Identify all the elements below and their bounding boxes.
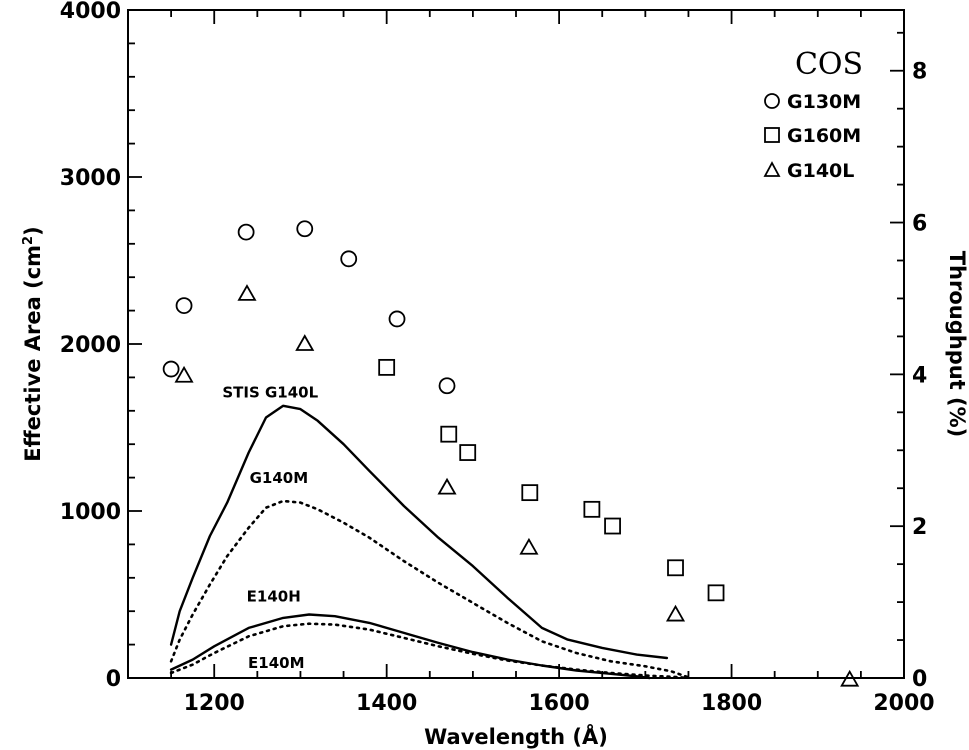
- legend-title: COS: [795, 47, 863, 82]
- y-axis-title-end: ): [21, 226, 45, 236]
- legend-square-icon: [764, 127, 780, 143]
- curve-annotations: STIS G140L G140M E140H E140M: [222, 384, 318, 673]
- y-axis-title-sup: 2: [21, 236, 36, 245]
- y2-tick-label: 6: [912, 212, 927, 237]
- y2-tick-label: 4: [912, 363, 927, 388]
- y-axis-title: Effective Area (cm2): [21, 226, 45, 461]
- y-tick-label: 4000: [60, 0, 121, 24]
- y-tick-label: 2000: [60, 333, 121, 358]
- legend-entry-g140l: G140L: [763, 160, 854, 182]
- point-g140l: [519, 537, 539, 555]
- point-g130m: [162, 360, 180, 378]
- y2-tick-label: 2: [912, 515, 927, 540]
- y-axis-title-main: Effective Area (cm: [21, 245, 45, 462]
- point-g160m: [707, 584, 725, 602]
- curve-stis-g140l: [169, 404, 669, 660]
- y-tick-label: 0: [106, 667, 121, 692]
- point-g140l: [437, 477, 457, 495]
- point-g140l: [665, 604, 686, 622]
- x-tick-label: 1800: [701, 691, 762, 716]
- legend-label-g160m: G160M: [787, 125, 861, 147]
- point-g130m: [340, 250, 358, 268]
- legend-label-g140l: G140L: [787, 160, 854, 182]
- y2-tick-label: 8: [912, 60, 927, 85]
- point-g160m: [583, 500, 601, 518]
- legend: COS G130M G160M G140L: [763, 47, 863, 182]
- plot-frame: [127, 9, 905, 679]
- annotation-e140m: E140M: [248, 654, 304, 672]
- point-g140l: [237, 284, 257, 301]
- point-g160m: [459, 444, 477, 461]
- annotation-g140m: G140M: [250, 469, 309, 487]
- legend-label-g130m: G130M: [787, 91, 861, 113]
- point-g160m: [604, 517, 621, 535]
- point-g140l: [174, 365, 194, 383]
- annotation-e140h: E140H: [247, 587, 301, 605]
- legend-entry-g160m: G160M: [764, 125, 861, 147]
- x-tick-label: 1400: [356, 691, 417, 716]
- annotation-stis-g140l: STIS G140L: [222, 384, 318, 402]
- x-tick-label: 2000: [873, 691, 934, 716]
- point-g160m: [378, 358, 396, 376]
- point-g130m: [388, 310, 406, 328]
- curve-e140m: [169, 622, 689, 680]
- point-g130m: [296, 220, 314, 238]
- cos-markers: [162, 220, 860, 687]
- legend-entry-g130m: G130M: [764, 91, 861, 113]
- curve-e140h: [169, 613, 651, 680]
- legend-circle-icon: [764, 93, 780, 109]
- point-g130m: [237, 223, 255, 241]
- point-g160m: [521, 484, 539, 502]
- point-g140l: [295, 334, 315, 351]
- legend-triangle-icon: [763, 161, 781, 177]
- point-g130m: [438, 377, 456, 395]
- point-g130m: [175, 297, 193, 314]
- x-axis-title: Wavelength (Å): [424, 724, 608, 749]
- y-tick-label: 1000: [60, 500, 121, 525]
- x-tick-label: 1200: [184, 691, 245, 716]
- axis-tick-labels: 1200 1400 1600 1800 200001000200030004000024…: [60, 0, 935, 716]
- curve-g140m: [169, 499, 692, 680]
- stis-curves: [169, 404, 692, 680]
- x-tick-label: 1600: [528, 691, 589, 716]
- y2-axis-title: Throughput (%): [945, 251, 969, 438]
- point-g160m: [440, 425, 458, 443]
- y2-tick-label: 0: [912, 667, 927, 692]
- y-tick-label: 3000: [60, 166, 121, 191]
- point-g160m: [667, 559, 684, 577]
